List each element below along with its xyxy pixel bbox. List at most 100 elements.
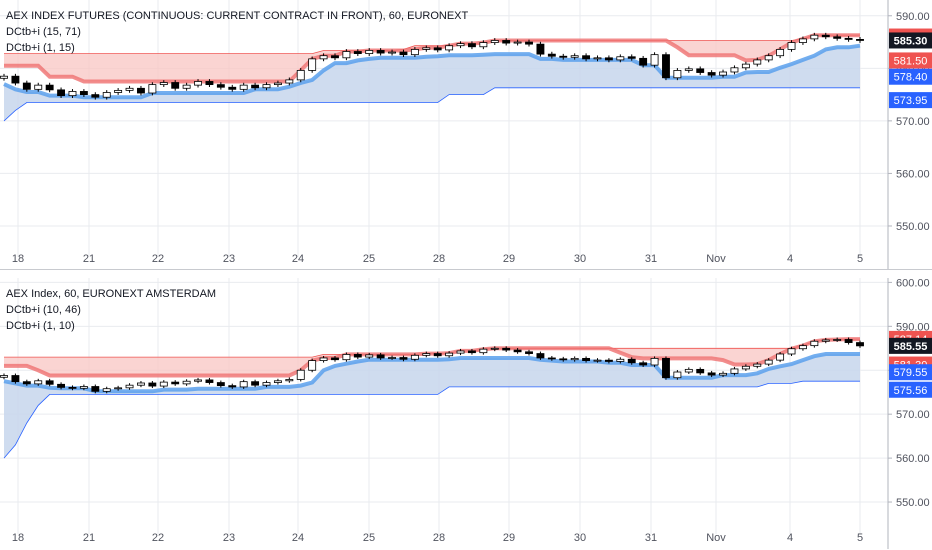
price-tag: 585.55 (889, 337, 932, 354)
candle (22, 381, 31, 385)
bottom-chart-title[interactable]: AEX Index, 60, EURONEXT AMSTERDAM (6, 288, 217, 300)
candle (627, 358, 636, 364)
time-tick-label: 30 (574, 253, 586, 265)
candle (490, 347, 499, 350)
candle (388, 357, 396, 359)
top-chart-title[interactable]: AEX INDEX FUTURES (CONTINUOUS: CURRENT C… (6, 10, 469, 22)
plot-area[interactable] (0, 278, 888, 546)
candle (125, 87, 134, 91)
time-tick-label: 4 (787, 532, 793, 544)
candle (319, 55, 328, 60)
candle (91, 386, 100, 392)
candle (798, 38, 807, 43)
candle (673, 70, 682, 79)
time-tick-label: Nov (706, 253, 726, 265)
price-tag: 575.56 (889, 381, 932, 398)
candle (68, 386, 77, 389)
candle (844, 339, 853, 343)
price-axis[interactable]: 590.00580.00570.00560.00550.00586.05585.… (887, 0, 932, 270)
time-tick-label: 24 (292, 532, 304, 544)
candle (616, 56, 625, 61)
candle (91, 94, 100, 98)
candle (11, 375, 20, 383)
panel-2[interactable]: 600.00590.00580.00570.00560.00550.00587.… (0, 277, 932, 549)
panel-1[interactable]: 590.00580.00570.00560.00550.00586.05585.… (0, 0, 932, 270)
bottom-indicator-1[interactable]: DCtb+i (10, 46) (6, 304, 81, 316)
candle (502, 347, 511, 351)
price-tick-label: 600.00 (896, 277, 930, 289)
top-indicator-1[interactable]: DCtb+i (15, 71) (6, 26, 81, 38)
candle (251, 84, 260, 89)
price-tag-box (889, 52, 932, 69)
candle (810, 340, 819, 347)
bottom-indicator-2[interactable]: DCtb+i (1, 10) (6, 320, 75, 332)
candle (627, 56, 636, 59)
time-tick-label: 18 (12, 532, 24, 544)
candle (285, 379, 294, 382)
price-tick-label: 570.00 (896, 116, 930, 128)
candle (216, 84, 225, 88)
price-tick-label: 590.00 (896, 11, 930, 23)
candle (102, 388, 111, 392)
price-tag-label: 578.40 (894, 72, 928, 84)
candle (79, 386, 88, 389)
top-indicator-2[interactable]: DCtb+i (1, 15) (6, 42, 75, 54)
candle (730, 368, 739, 374)
candle (251, 381, 260, 386)
candle (582, 357, 591, 361)
candle (422, 353, 431, 356)
candle (741, 365, 750, 370)
time-tick-label: 23 (223, 532, 235, 544)
candle (650, 54, 659, 66)
candle (171, 381, 180, 385)
candle (468, 43, 476, 48)
lower-inner-line (3, 43, 861, 100)
panel-separator[interactable] (0, 269, 932, 270)
candle (194, 379, 202, 382)
time-tick-label: 30 (574, 532, 586, 544)
price-tag-label: 581.50 (894, 55, 928, 67)
price-tag-label: 579.55 (894, 367, 928, 379)
candle (662, 54, 670, 79)
candle (148, 84, 157, 94)
candle (513, 41, 522, 44)
candle (410, 49, 419, 56)
price-tag-box (889, 364, 932, 381)
candle (45, 380, 54, 385)
time-tick-label: 5 (857, 532, 863, 544)
lower-outer-line (3, 380, 860, 459)
candle (148, 382, 157, 387)
time-tick-label: 25 (363, 253, 375, 265)
candle (205, 81, 214, 86)
price-tick-label: 590.00 (896, 321, 930, 333)
candle (308, 58, 317, 71)
price-tick-label: 560.00 (896, 168, 930, 180)
time-tick-label: 4 (787, 253, 793, 265)
candle (102, 92, 111, 98)
time-axis[interactable]: 18 21 22 23 24 25 28 29 30 31 Nov 4 5 (12, 253, 863, 265)
price-axis[interactable]: 600.00590.00580.00570.00560.00550.00587.… (887, 277, 932, 549)
candle (445, 45, 454, 51)
candle (125, 384, 134, 389)
top-chart-legend: AEX INDEX FUTURES (CONTINUOUS: CURRENT C… (6, 8, 468, 56)
lower-inner-line (3, 352, 860, 394)
candle (239, 84, 248, 90)
candle (764, 359, 773, 365)
upper-channel-fill (4, 339, 860, 376)
candle (525, 351, 533, 354)
price-tag-box (889, 337, 932, 354)
time-tick-label: 22 (152, 532, 164, 544)
candle (353, 354, 362, 358)
time-axis[interactable]: 18 21 22 23 24 25 28 29 30 31 Nov 4 5 (12, 532, 863, 544)
candle (753, 363, 762, 367)
lower-outer-line (3, 87, 860, 122)
candle (376, 354, 385, 359)
candle (433, 353, 442, 357)
candle (833, 339, 842, 341)
time-tick-label: 28 (433, 532, 445, 544)
candle (57, 383, 66, 388)
candle (696, 368, 705, 374)
price-tag: 581.50 (889, 52, 932, 69)
time-tick-label: 5 (857, 253, 863, 265)
